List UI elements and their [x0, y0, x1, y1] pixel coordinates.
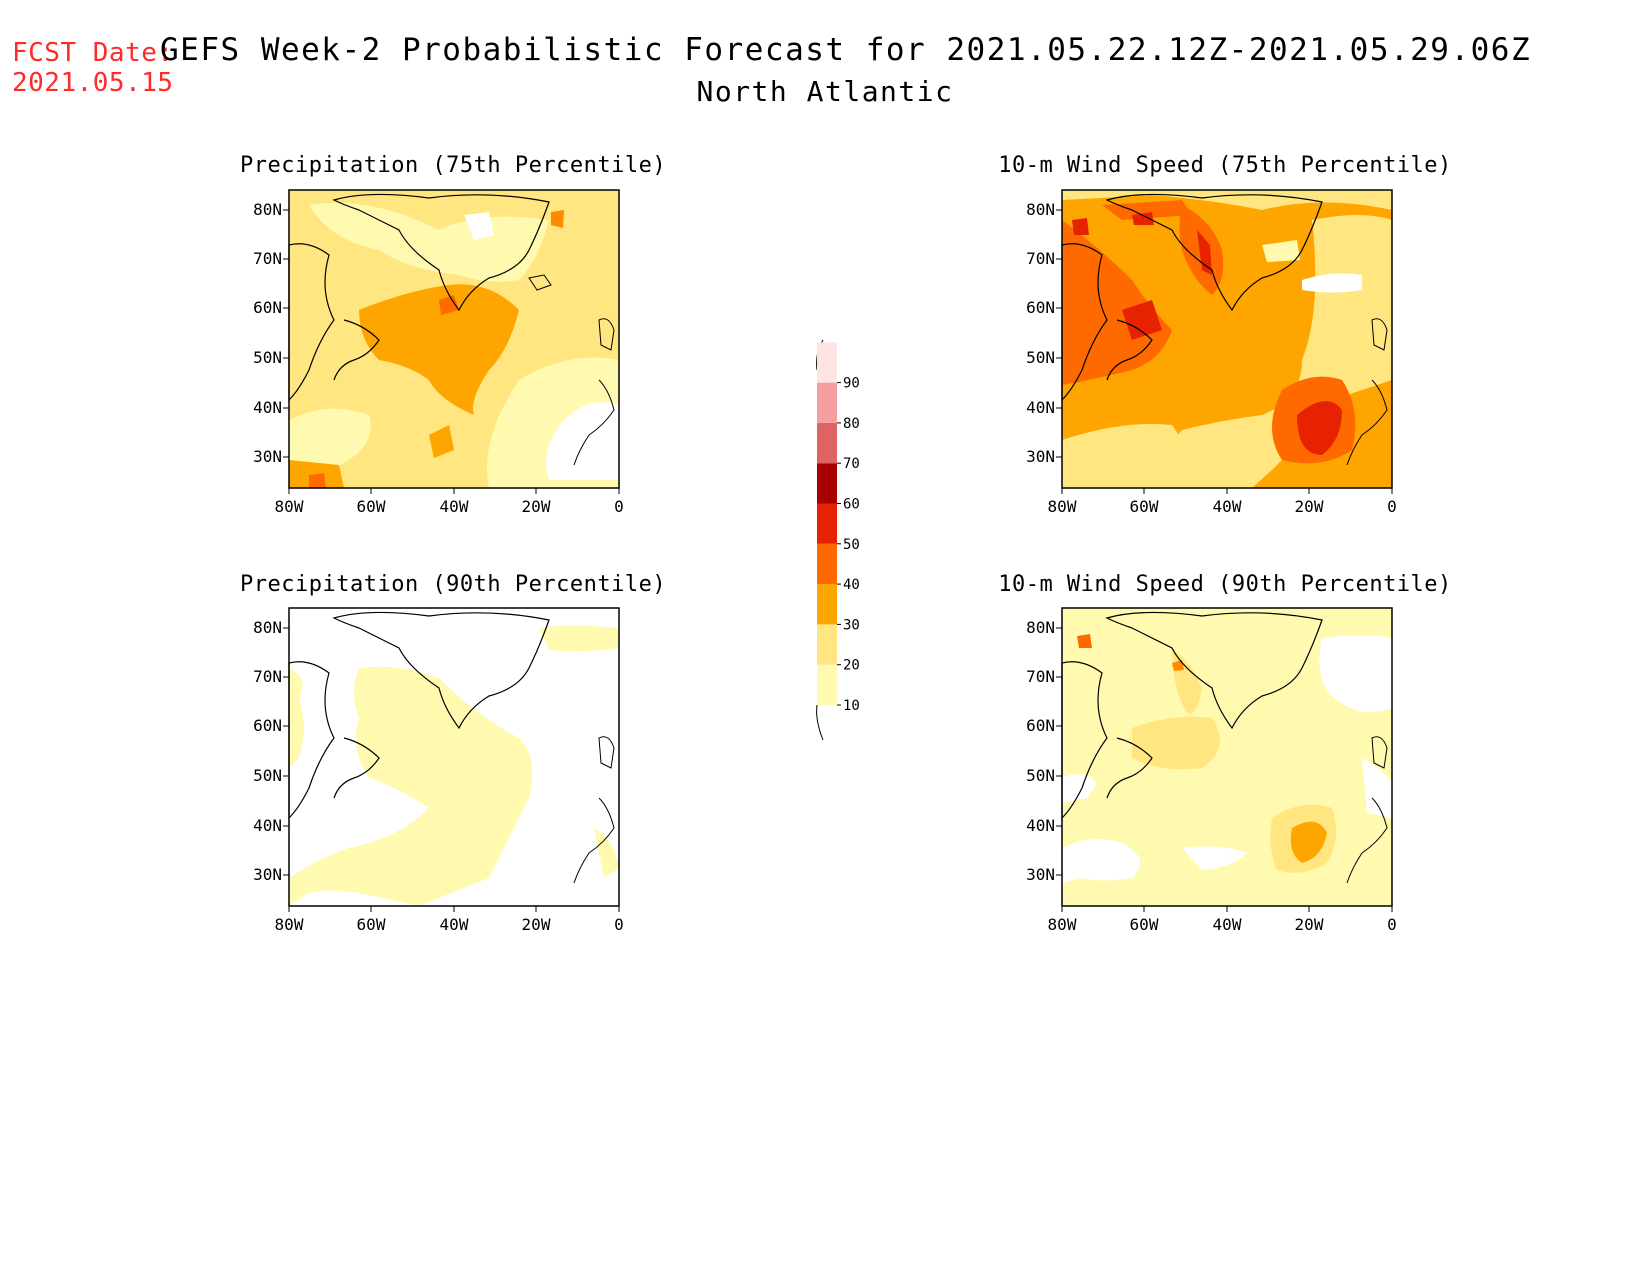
colorbar-label-20: 20: [843, 658, 860, 674]
colorbar-swatch-2: [817, 584, 837, 625]
lon-label-0: 0: [1387, 915, 1397, 934]
map-wind-75: 80N 70N 60N 50N 40N 30N 80W 60W 40W 20W …: [1026, 189, 1397, 516]
lat-label-80n: 80N: [253, 200, 282, 219]
lon-label-40w: 40W: [440, 915, 469, 934]
colorbar-swatch-3: [817, 543, 837, 585]
lat-label-60n: 60N: [1026, 298, 1055, 317]
lat-label-30n: 30N: [253, 447, 282, 466]
lon-label-0: 0: [614, 497, 624, 516]
colorbar-label-70: 70: [843, 456, 860, 472]
colorbar: 10 20 30 40 50 60 70 80 90: [816, 339, 860, 741]
colorbar-swatch-6: [817, 422, 837, 464]
lat-label-80n: 80N: [253, 618, 282, 637]
colorbar-label-50: 50: [843, 537, 860, 553]
lon-label-60w: 60W: [1130, 915, 1159, 934]
map-precip-90: 80N 70N 60N 50N 40N 30N 80W 60W 40W 20W …: [253, 607, 624, 934]
map-precip-75: 80N 70N 60N 50N 40N 30N 80W 60W 40W 20W …: [253, 189, 624, 516]
lon-label-60w: 60W: [357, 915, 386, 934]
lon-label-60w: 60W: [357, 497, 386, 516]
colorbar-swatch-7: [817, 382, 837, 423]
colorbar-label-90: 90: [843, 376, 860, 392]
panel-title-precip-75: Precipitation (75th Percentile): [240, 153, 667, 178]
colorbar-label-30: 30: [843, 617, 860, 633]
page-subtitle: North Atlantic: [696, 75, 954, 108]
lon-label-80w: 80W: [275, 915, 304, 934]
lon-label-20w: 20W: [1295, 497, 1324, 516]
lat-label-80n: 80N: [1026, 618, 1055, 637]
lat-label-50n: 50N: [1026, 348, 1055, 367]
lat-label-40n: 40N: [1026, 816, 1055, 835]
lon-label-60w: 60W: [1130, 497, 1159, 516]
lon-label-20w: 20W: [1295, 915, 1324, 934]
lon-label-80w: 80W: [1048, 497, 1077, 516]
lon-label-40w: 40W: [440, 497, 469, 516]
lat-label-30n: 30N: [253, 865, 282, 884]
lat-label-60n: 60N: [253, 716, 282, 735]
colorbar-label-80: 80: [843, 416, 860, 432]
page-title: GEFS Week-2 Probabilistic Forecast for 2…: [160, 32, 1532, 68]
forecast-date-block: FCST Date: 2021.05.15: [12, 38, 174, 98]
colorbar-label-10: 10: [843, 698, 860, 714]
lon-label-80w: 80W: [1048, 915, 1077, 934]
lon-label-40w: 40W: [1213, 915, 1242, 934]
colorbar-swatch-0: [817, 664, 837, 705]
panel-title-wind-75: 10-m Wind Speed (75th Percentile): [998, 153, 1452, 178]
lat-label-60n: 60N: [1026, 716, 1055, 735]
lon-label-20w: 20W: [522, 497, 551, 516]
lat-label-70n: 70N: [1026, 667, 1055, 686]
lat-label-80n: 80N: [1026, 200, 1055, 219]
lat-label-60n: 60N: [253, 298, 282, 317]
lat-label-50n: 50N: [253, 348, 282, 367]
map-wind-90: 80N 70N 60N 50N 40N 30N 80W 60W 40W 20W …: [1026, 607, 1397, 934]
panel-title-precip-90: Precipitation (90th Percentile): [240, 572, 667, 597]
colorbar-swatch-8: [817, 342, 837, 383]
lat-label-50n: 50N: [253, 766, 282, 785]
lat-label-70n: 70N: [253, 667, 282, 686]
forecast-date-label: FCST Date:: [12, 38, 174, 68]
lat-label-70n: 70N: [253, 249, 282, 268]
lat-label-70n: 70N: [1026, 249, 1055, 268]
colorbar-label-40: 40: [843, 577, 860, 593]
lat-label-40n: 40N: [253, 398, 282, 417]
lat-label-40n: 40N: [253, 816, 282, 835]
lon-label-20w: 20W: [522, 915, 551, 934]
lat-label-40n: 40N: [1026, 398, 1055, 417]
lon-label-40w: 40W: [1213, 497, 1242, 516]
lon-label-0: 0: [614, 915, 624, 934]
colorbar-swatch-1: [817, 624, 837, 665]
lat-label-30n: 30N: [1026, 447, 1055, 466]
colorbar-swatch-4: [817, 503, 837, 544]
panel-title-wind-90: 10-m Wind Speed (90th Percentile): [998, 572, 1452, 597]
colorbar-swatch-5: [817, 463, 837, 504]
lon-label-0: 0: [1387, 497, 1397, 516]
colorbar-label-60: 60: [843, 497, 860, 513]
lat-label-50n: 50N: [1026, 766, 1055, 785]
forecast-date-value: 2021.05.15: [12, 68, 174, 98]
lat-label-30n: 30N: [1026, 865, 1055, 884]
lon-label-80w: 80W: [275, 497, 304, 516]
